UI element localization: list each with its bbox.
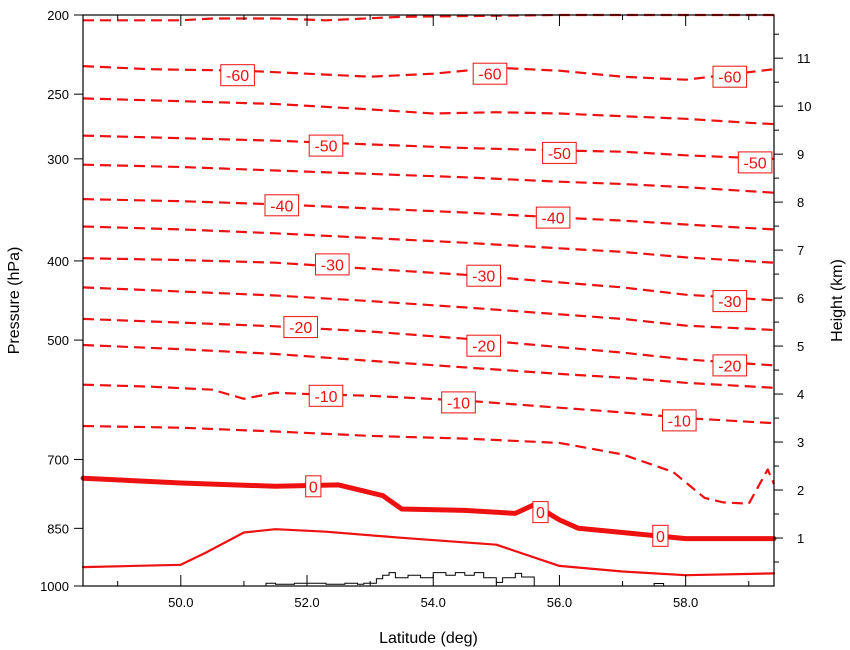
contour-line xyxy=(82,343,775,389)
contour-label: -60 xyxy=(226,68,249,85)
contour-line xyxy=(82,286,775,332)
y2-tick-label: 7 xyxy=(797,243,804,258)
contour-label: -40 xyxy=(542,211,565,228)
contour-label-box xyxy=(712,65,748,88)
contour-label-box xyxy=(662,409,697,432)
contour-label-box xyxy=(315,253,350,276)
contour-line xyxy=(82,65,775,81)
plot-frame xyxy=(82,14,775,587)
contour-label-box xyxy=(712,290,748,313)
y2-tick-label: 6 xyxy=(797,291,804,306)
contour-label: -30 xyxy=(321,257,344,274)
contour-label: 0 xyxy=(656,529,665,546)
y-tick-label: 850 xyxy=(47,521,69,536)
contour-label-box xyxy=(305,475,322,498)
contour-lines xyxy=(80,13,777,577)
contour-label: -40 xyxy=(270,198,293,215)
contour-line xyxy=(82,225,775,264)
y2-tick-label: 3 xyxy=(797,435,804,450)
x-tick-label: 58.0 xyxy=(673,595,698,610)
y2-tick-label: 11 xyxy=(797,51,811,66)
contour-label-box xyxy=(652,524,669,547)
contour-label: -20 xyxy=(472,339,495,356)
y2-axis-label: Height (km) xyxy=(829,259,846,342)
contour-label: -20 xyxy=(718,358,741,375)
y-tick-label: 500 xyxy=(47,333,69,348)
contour-label: -30 xyxy=(472,269,495,286)
contour-label: 0 xyxy=(309,479,318,496)
contour-label-box xyxy=(535,206,571,229)
y2-tick-label: 1 xyxy=(797,531,804,546)
contour-label-box xyxy=(441,391,476,414)
y2-tick-label: 9 xyxy=(797,147,804,162)
contour-label: -60 xyxy=(718,70,741,87)
contour-line xyxy=(82,317,775,367)
contour-label-box xyxy=(220,64,255,87)
contour-line xyxy=(82,198,775,231)
contour-line xyxy=(82,97,775,126)
y2-tick-label: 4 xyxy=(797,387,804,402)
y2-tick-label: 5 xyxy=(797,339,804,354)
contour-label: -50 xyxy=(548,146,571,163)
x-tick-label: 52.0 xyxy=(294,595,319,610)
contour-labels: -60 -60 -60 -50 -50 -50 -40 -40 -30 -30 -30 -20 -20 -… xyxy=(220,62,773,547)
y-axis-pressure: 200 250 300 400 500 700 850 1000 xyxy=(40,8,83,594)
contour-label-box xyxy=(542,141,577,164)
contour-label-box xyxy=(283,316,318,339)
y-tick-label: 300 xyxy=(47,152,69,167)
y-tick-label: 250 xyxy=(47,87,69,102)
contour-label-box xyxy=(712,354,748,377)
contour-label-box xyxy=(264,194,300,217)
y-axis-height: 1 2 3 4 5 6 7 8 9 10 11 xyxy=(774,33,811,563)
contour-label: -10 xyxy=(447,395,470,412)
contour-line xyxy=(82,163,775,194)
x-axis: 50.0 52.0 54.0 56.0 58.0 xyxy=(117,15,750,610)
contour-label-box xyxy=(532,501,549,524)
y-tick-label: 700 xyxy=(47,452,69,467)
contour-label: -60 xyxy=(478,67,501,84)
y-tick-label: 1000 xyxy=(40,579,69,594)
terrain-layer xyxy=(265,572,665,587)
contour-label: -30 xyxy=(718,294,741,311)
x-tick-label: 50.0 xyxy=(168,595,193,610)
contour-label: -10 xyxy=(314,389,337,406)
contour-label-box xyxy=(308,384,344,407)
contour-line xyxy=(82,424,776,505)
contour-label: -20 xyxy=(289,320,312,337)
contour-label-box xyxy=(466,334,501,357)
contour-label: -50 xyxy=(744,155,767,172)
y2-tick-label: 10 xyxy=(797,99,811,114)
y-tick-label: 200 xyxy=(47,8,69,23)
x-tick-label: 56.0 xyxy=(547,595,572,610)
contour-line xyxy=(83,13,774,22)
x-axis-label: Latitude (deg) xyxy=(379,630,478,647)
contour-line xyxy=(80,475,777,542)
contour-label: -10 xyxy=(668,413,691,430)
contour-line xyxy=(81,528,776,577)
contour-label-box xyxy=(472,62,508,85)
y2-tick-label: 2 xyxy=(797,483,804,498)
contour-line xyxy=(82,257,775,302)
y2-tick-label: 8 xyxy=(797,195,804,210)
contour-label: -50 xyxy=(314,139,337,156)
x-tick-label: 54.0 xyxy=(421,595,446,610)
contour-line xyxy=(82,134,775,160)
terrain-outline xyxy=(265,572,665,587)
y-axis-label: Pressure (hPa) xyxy=(6,247,23,355)
contour-label-box xyxy=(737,151,773,174)
contour-label-box xyxy=(466,264,501,287)
y-tick-label: 400 xyxy=(47,254,69,269)
contour-label-box xyxy=(308,134,344,157)
contour-label: 0 xyxy=(536,505,545,522)
